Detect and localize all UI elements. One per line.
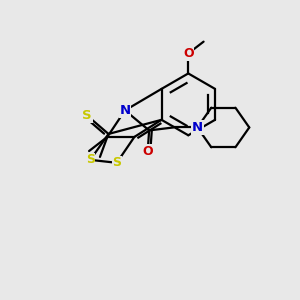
Text: N: N: [192, 121, 203, 134]
Text: S: S: [86, 153, 95, 167]
Text: S: S: [82, 109, 92, 122]
Text: O: O: [183, 47, 194, 60]
Text: O: O: [142, 145, 153, 158]
Text: S: S: [112, 156, 121, 169]
Text: N: N: [119, 104, 130, 117]
